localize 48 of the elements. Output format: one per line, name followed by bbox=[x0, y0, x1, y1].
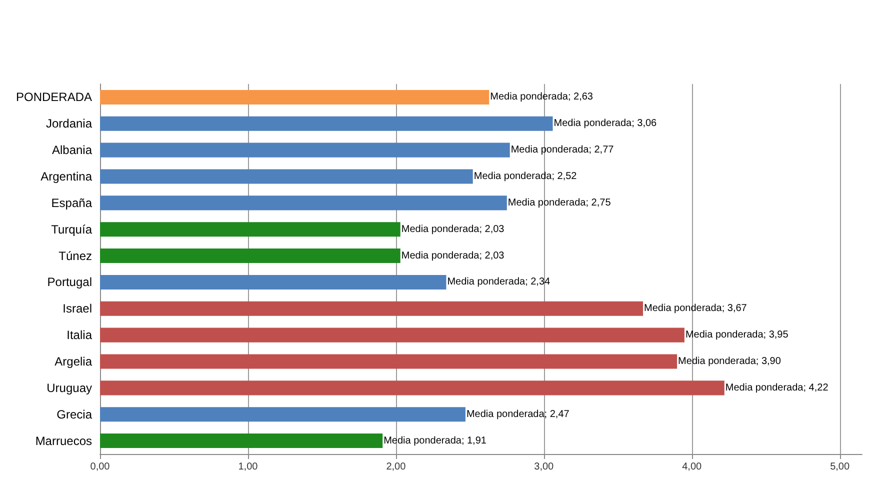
data-label: Media ponderada; 2,63 bbox=[490, 92, 594, 103]
y-tick-label: Portugal bbox=[47, 275, 92, 290]
data-label: Media ponderada; 4,22 bbox=[725, 382, 829, 394]
bar bbox=[100, 434, 383, 448]
data-label: Media ponderada; 3,06 bbox=[554, 118, 658, 130]
data-label: Media ponderada; 2,52 bbox=[474, 171, 578, 182]
x-tick-label: 1,00 bbox=[238, 462, 258, 472]
y-tick-label: Argelia bbox=[54, 354, 92, 368]
data-label: Media ponderada; 2,75 bbox=[508, 197, 612, 208]
bar bbox=[100, 328, 684, 342]
data-label: Media ponderada; 2,34 bbox=[447, 276, 551, 288]
bar bbox=[100, 248, 400, 264]
y-tick-label: Marruecos bbox=[35, 434, 92, 448]
data-label: Media ponderada; 3,95 bbox=[685, 330, 789, 341]
bar bbox=[100, 222, 400, 237]
data-label: Media ponderada; 2,03 bbox=[401, 224, 505, 235]
y-tick-label: Jordania bbox=[46, 116, 92, 131]
y-tick-label: Uruguay bbox=[46, 380, 92, 395]
bar bbox=[100, 142, 510, 158]
y-tick-label: Italia bbox=[66, 328, 92, 342]
data-label: Media ponderada; 3,90 bbox=[678, 356, 782, 367]
data-label: Media ponderada; 2,03 bbox=[401, 250, 505, 262]
y-tick-label: Túnez bbox=[58, 248, 92, 263]
x-tick-label: 5,00 bbox=[830, 462, 850, 472]
y-tick-label: Albania bbox=[52, 143, 92, 158]
y-tick-label: España bbox=[51, 196, 92, 210]
bar bbox=[100, 169, 473, 184]
x-tick-label: 0,00 bbox=[90, 462, 110, 472]
y-tick-label: Grecia bbox=[56, 407, 92, 422]
x-tick-label: 2,00 bbox=[386, 462, 406, 472]
bar bbox=[100, 196, 507, 210]
y-tick-label: Argentina bbox=[40, 170, 92, 184]
data-label: Media ponderada; 2,47 bbox=[466, 408, 570, 420]
y-tick-label: PONDERADA bbox=[16, 90, 92, 104]
bar bbox=[100, 301, 644, 316]
bar bbox=[100, 274, 446, 290]
y-tick-label: Turquía bbox=[51, 222, 92, 236]
x-tick-label: 3,00 bbox=[534, 462, 554, 472]
data-label: Media ponderada; 2,77 bbox=[510, 144, 614, 156]
bar bbox=[100, 116, 553, 131]
bar bbox=[100, 380, 724, 396]
bar bbox=[100, 90, 490, 104]
bar bbox=[100, 407, 466, 422]
y-tick-label: Israel bbox=[62, 302, 92, 316]
bar bbox=[100, 354, 678, 369]
x-tick-label: 4,00 bbox=[682, 462, 702, 472]
data-label: Media ponderada; 1,91 bbox=[384, 435, 487, 446]
data-label: Media ponderada; 3,67 bbox=[644, 303, 748, 314]
